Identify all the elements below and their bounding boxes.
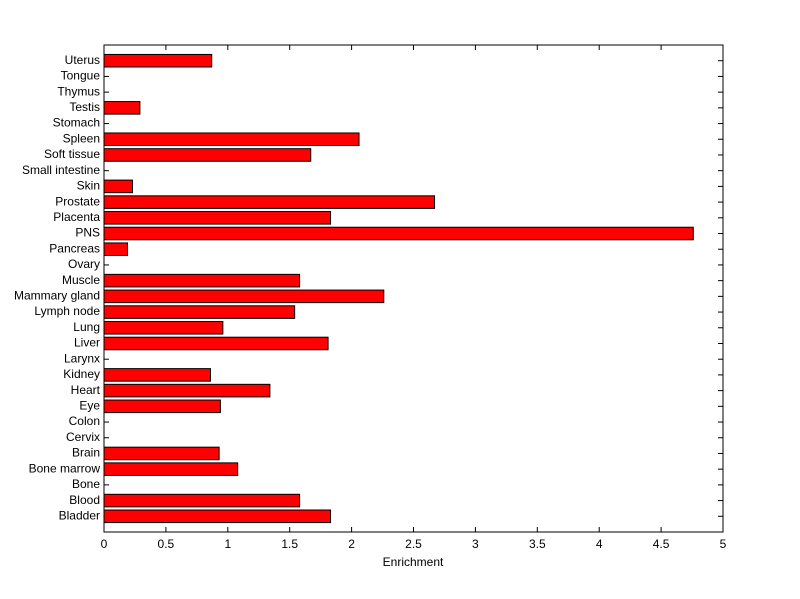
x-tick-label: 4.5	[653, 537, 670, 551]
y-tick-label: Larynx	[64, 351, 100, 365]
x-tick-label: 3	[472, 537, 479, 551]
y-tick-label: Mammary gland	[14, 289, 100, 303]
y-tick-label: Placenta	[53, 210, 100, 224]
x-tick-label: 1	[224, 537, 231, 551]
bar	[103, 320, 224, 335]
bar	[103, 211, 332, 225]
y-tick-label: Bladder	[59, 508, 100, 522]
y-tick-label: Muscle	[62, 273, 100, 287]
bar	[103, 226, 694, 241]
y-tick-label: Liver	[74, 336, 100, 350]
y-tick-label: Ovary	[68, 257, 100, 271]
y-tick-label: PNS	[75, 226, 100, 240]
y-tick-label: Lung	[73, 320, 100, 334]
bar	[103, 462, 239, 476]
bar	[103, 399, 221, 414]
x-tick-label: 5	[720, 537, 727, 551]
bar	[103, 242, 129, 257]
x-tick-label: 0	[101, 537, 108, 551]
y-tick-label: Heart	[71, 383, 101, 397]
bar	[103, 446, 220, 461]
x-tick-label: 2.5	[405, 537, 422, 551]
x-tick-label: 1.5	[281, 537, 298, 551]
y-tick-label: Spleen	[63, 131, 100, 145]
x-tick-label: 2	[348, 537, 355, 551]
x-tick-label: 4	[596, 537, 603, 551]
y-tick-label: Testis	[69, 100, 100, 114]
bar	[103, 305, 296, 319]
y-tick-label: Blood	[69, 493, 100, 507]
y-tick-label: Prostate	[55, 194, 100, 208]
bar	[103, 132, 360, 147]
y-tick-label: Cervix	[66, 430, 100, 444]
bar	[103, 368, 211, 382]
bar	[103, 195, 436, 209]
bar	[103, 336, 329, 351]
y-tick-label: Bone	[72, 477, 100, 491]
bar	[103, 273, 301, 288]
y-tick-label: Skin	[77, 179, 100, 193]
bar	[103, 509, 332, 524]
bar	[103, 289, 385, 304]
bar	[103, 53, 213, 68]
x-tick-label: 3.5	[529, 537, 546, 551]
y-tick-label: Colon	[69, 414, 100, 428]
x-axis-label: Enrichment	[383, 555, 444, 569]
bar	[103, 179, 133, 194]
y-tick-label: Small intestine	[22, 163, 100, 177]
bar	[103, 383, 271, 398]
y-tick-label: Soft tissue	[44, 147, 100, 161]
y-tick-label: Tongue	[61, 69, 101, 83]
bar	[103, 493, 301, 508]
y-tick-label: Uterus	[65, 53, 100, 67]
bar	[103, 148, 312, 162]
x-tick-label: 0.5	[158, 537, 175, 551]
y-tick-label: Thymus	[57, 84, 100, 98]
y-tick-label: Pancreas	[49, 241, 100, 255]
y-tick-label: Brain	[72, 446, 100, 460]
y-tick-label: Bone marrow	[29, 461, 101, 475]
y-tick-label: Stomach	[53, 116, 100, 130]
y-tick-label: Eye	[79, 398, 100, 412]
y-tick-label: Kidney	[63, 367, 100, 381]
bar	[103, 101, 141, 115]
y-tick-label: Lymph node	[34, 304, 100, 318]
